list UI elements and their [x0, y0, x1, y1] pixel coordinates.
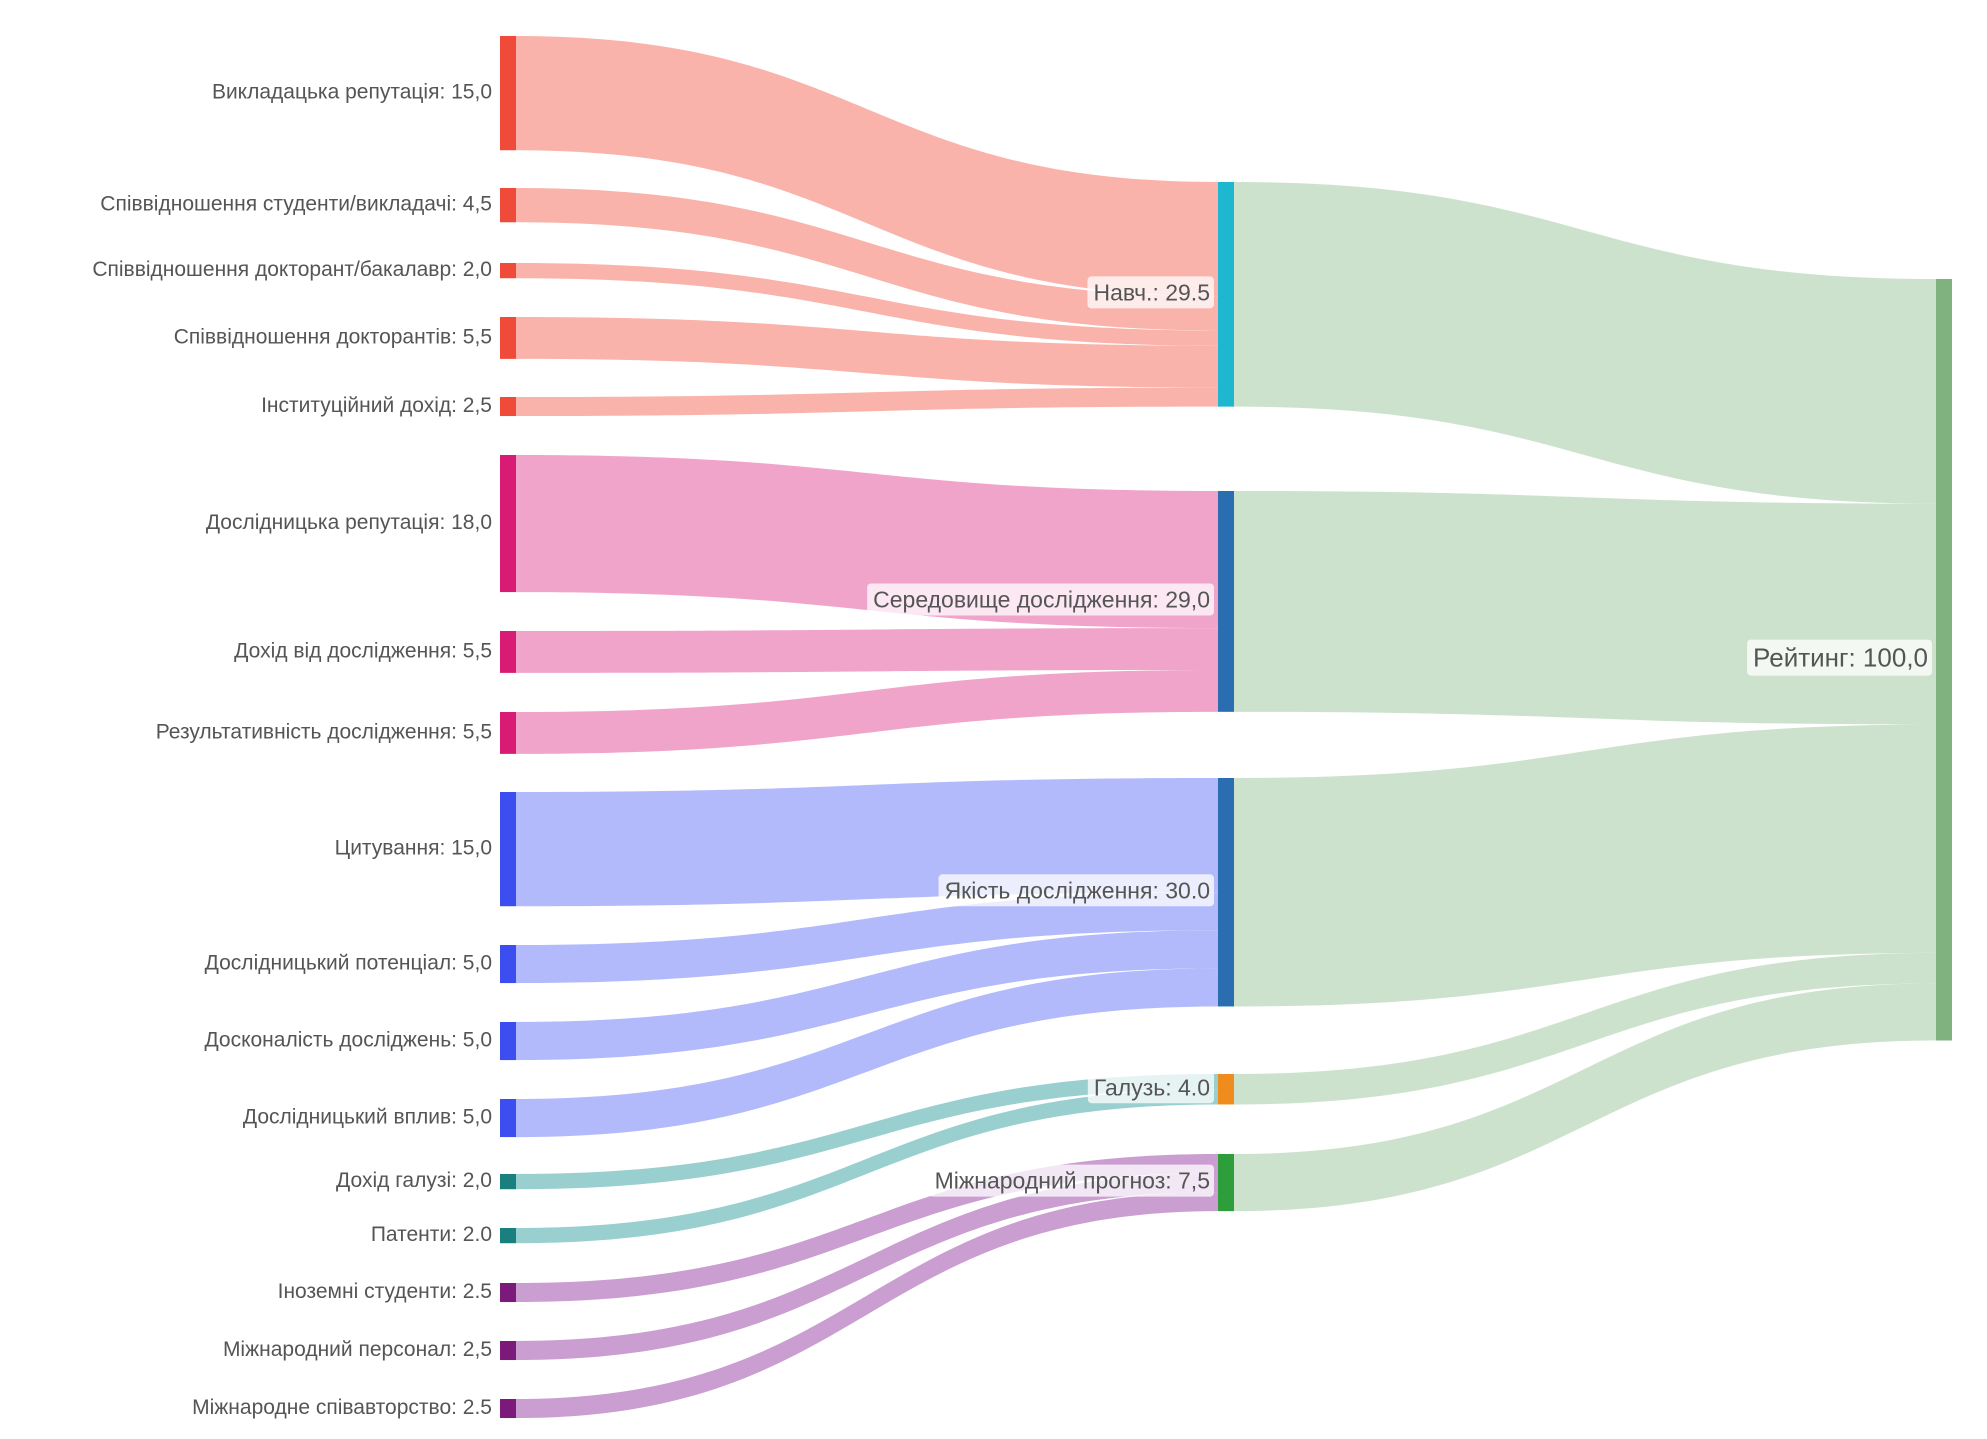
node [500, 945, 516, 984]
node [500, 317, 516, 359]
node [500, 1399, 516, 1419]
node [500, 1341, 516, 1361]
node [1936, 279, 1952, 1041]
node-label: Дослідницький потенціал: 5,0 [205, 952, 492, 975]
node [500, 455, 516, 593]
link [1234, 952, 1936, 1105]
node [500, 1283, 516, 1303]
label-background [938, 874, 1214, 907]
link [1234, 983, 1936, 1212]
node [500, 792, 516, 907]
node [1218, 1154, 1234, 1212]
node-label: Дохід від дослідження: 5,5 [234, 639, 492, 662]
node [500, 1099, 516, 1138]
node-label: Рейтинг: 100,0 [1753, 643, 1928, 673]
node-label: Якість дослідження: 30.0 [945, 877, 1210, 903]
node-label: Співвідношення докторантів: 5,5 [174, 325, 492, 348]
link [516, 1089, 1218, 1244]
node-label: Міжнародний персонал: 2,5 [223, 1338, 492, 1361]
node-label: Середовище дослідження: 29,0 [873, 586, 1210, 612]
link [516, 1173, 1218, 1361]
link [1234, 491, 1936, 725]
link [516, 892, 1218, 984]
node [500, 188, 516, 223]
node-label: Співвідношення докторант/бакалавр: 2,0 [92, 258, 492, 281]
link [516, 669, 1218, 754]
node [1218, 778, 1234, 1007]
node-label: Дослідницька репутація: 18,0 [206, 511, 492, 534]
label-background [1747, 639, 1932, 676]
link [516, 188, 1218, 331]
node-label: Патенти: 2.0 [371, 1223, 492, 1246]
node [1218, 1074, 1234, 1105]
node [500, 1228, 516, 1244]
node [1218, 182, 1234, 407]
node-label: Міжнародне співавторство: 2.5 [192, 1396, 492, 1419]
nodes [500, 36, 1952, 1419]
node-label: Дохід галузі: 2,0 [336, 1169, 492, 1192]
node [500, 36, 516, 151]
link [516, 263, 1218, 346]
label-background [928, 1164, 1214, 1197]
link [516, 778, 1218, 907]
node-label: Результативність дослідження: 5,5 [156, 720, 492, 743]
node-label: Іноземні студенти: 2.5 [278, 1280, 492, 1303]
labels: Викладацька репутація: 15,0 Співвідношенн… [92, 81, 1932, 1419]
node [500, 1174, 516, 1190]
node [1218, 491, 1234, 712]
node-label: Галузь: 4.0 [1094, 1074, 1210, 1100]
label-background [1087, 1071, 1214, 1104]
node-label: Співвідношення студенти/викладачі: 4,5 [100, 193, 492, 216]
node-label: Досконалість досліджень: 5,0 [204, 1029, 492, 1052]
link [516, 968, 1218, 1138]
node [500, 1022, 516, 1061]
links [516, 36, 1936, 1419]
node-label: Дослідницький вплив: 5,0 [243, 1106, 492, 1129]
link [516, 628, 1218, 673]
link [516, 317, 1218, 388]
link [516, 1074, 1218, 1190]
node [500, 712, 516, 754]
node-label: Цитування: 15,0 [335, 837, 492, 860]
label-background [867, 583, 1214, 616]
link [1234, 182, 1936, 504]
node-label: Викладацька репутація: 15,0 [212, 81, 492, 104]
link [1234, 724, 1936, 1007]
link [516, 36, 1218, 297]
link [516, 930, 1218, 1061]
node [500, 631, 516, 673]
label-background [1087, 276, 1214, 309]
node-label: Інституційний дохід: 2,5 [261, 394, 492, 417]
node [500, 263, 516, 279]
link [516, 1154, 1218, 1303]
node-label: Навч.: 29.5 [1093, 279, 1210, 305]
link [516, 1192, 1218, 1419]
node [500, 397, 516, 417]
node-label: Міжнародний прогноз: 7,5 [935, 1168, 1210, 1194]
link [516, 387, 1218, 417]
